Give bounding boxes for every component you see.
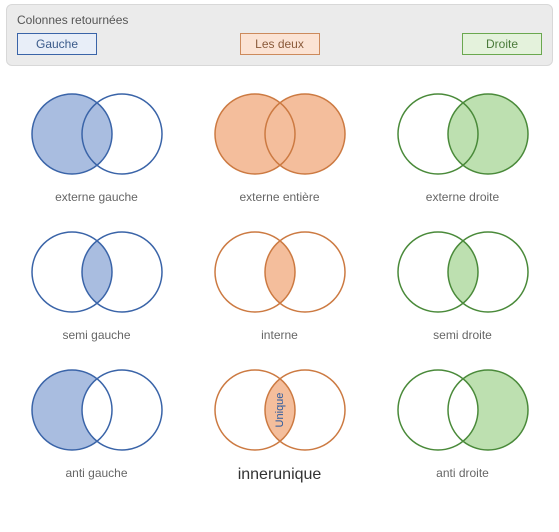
venn-cell-externe-entiere: externe entière xyxy=(193,84,366,204)
venn-cell-anti-droite: anti droite xyxy=(376,360,549,484)
venn-diagram xyxy=(17,360,177,460)
venn-caption: externe entière xyxy=(239,190,319,204)
venn-caption: externe gauche xyxy=(55,190,138,204)
columns-returned-header: Colonnes retournées Gauche Les deux Droi… xyxy=(6,4,553,66)
venn-cell-semi-gauche: semi gauche xyxy=(10,222,183,342)
venn-diagram xyxy=(17,222,177,322)
intersection-label: Unique xyxy=(273,393,285,428)
venn-diagram xyxy=(17,84,177,184)
venn-cell-anti-gauche: anti gauche xyxy=(10,360,183,484)
right-button[interactable]: Droite xyxy=(462,33,542,55)
venn-diagram xyxy=(383,360,543,460)
venn-cell-externe-droite: externe droite xyxy=(376,84,549,204)
venn-diagram xyxy=(200,84,360,184)
venn-cell-externe-gauche: externe gauche xyxy=(10,84,183,204)
button-row: Gauche Les deux Droite xyxy=(17,33,542,55)
venn-diagram xyxy=(200,222,360,322)
venn-diagram xyxy=(383,84,543,184)
venn-grid: externe gauche externe entière externe d… xyxy=(0,74,559,498)
venn-cell-interne: interne xyxy=(193,222,366,342)
venn-cell-semi-droite: semi droite xyxy=(376,222,549,342)
venn-caption: semi droite xyxy=(433,328,492,342)
venn-diagram xyxy=(383,222,543,322)
venn-cell-innerunique: Unique innerunique xyxy=(193,360,366,484)
header-title: Colonnes retournées xyxy=(17,13,542,27)
venn-caption: interne xyxy=(261,328,298,342)
left-button[interactable]: Gauche xyxy=(17,33,97,55)
both-button[interactable]: Les deux xyxy=(240,33,320,55)
venn-caption: anti gauche xyxy=(65,466,127,480)
venn-caption: innerunique xyxy=(238,466,322,484)
venn-caption: semi gauche xyxy=(62,328,130,342)
venn-diagram: Unique xyxy=(200,360,360,460)
venn-caption: anti droite xyxy=(436,466,489,480)
venn-caption: externe droite xyxy=(426,190,499,204)
